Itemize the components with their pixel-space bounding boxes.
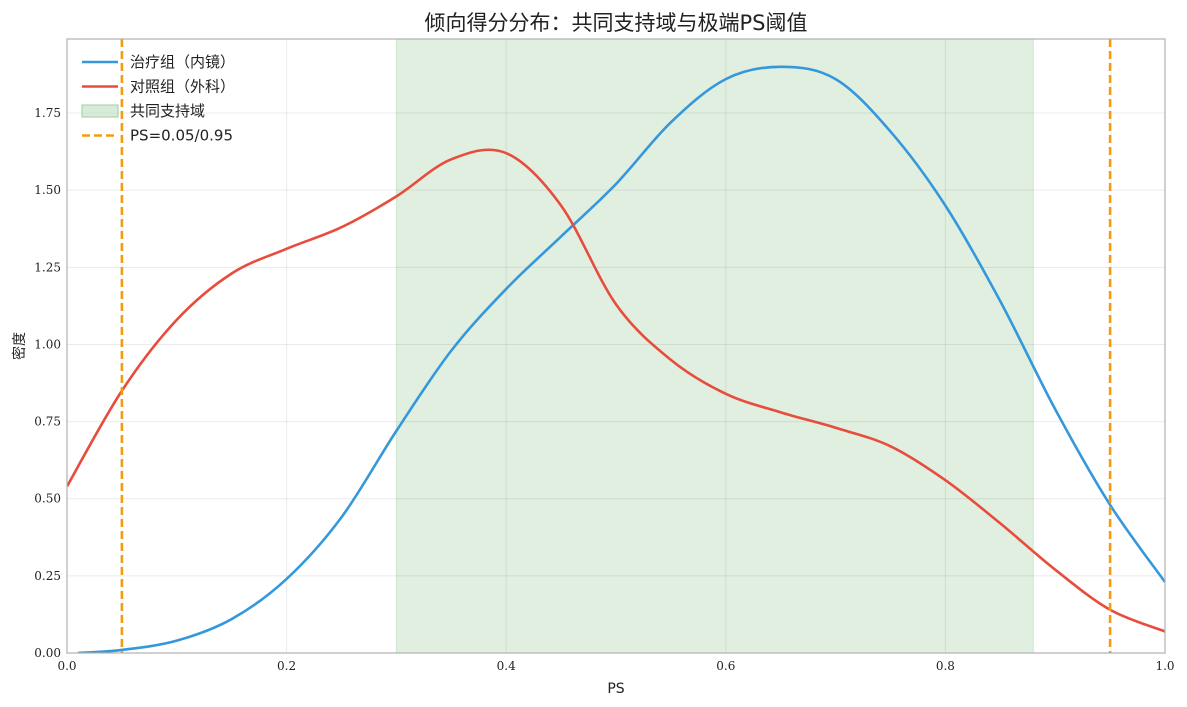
common-support-region [395,38,1034,654]
x-tick-label: 1.0 [1155,659,1174,673]
y-tick-label: 0.25 [34,569,61,583]
y-tick-label: 0.75 [34,415,61,429]
series-line-1 [77,65,1165,653]
y-tick-label: 0.50 [34,492,61,506]
series-line-2 [67,148,1165,633]
y-axis-title: 密度 [11,332,28,360]
x-tick-label: 0.2 [277,659,296,673]
y-tick-label: 1.75 [34,106,61,120]
legend-swatch [81,104,119,118]
y-tick-label: 1.00 [34,337,61,351]
chart-title: 倾向得分分布：共同支持域与极端PS阈值 [425,11,808,35]
y-tick-label: 1.50 [34,183,61,197]
legend-label: PS=0.05/0.95 [130,127,233,145]
x-axis-title: PS [607,681,624,697]
legend-item-threshold: PS=0.05/0.95 [82,127,233,145]
legend-item-control: 对照组（外科） [82,78,235,96]
legend-item-treatment: 治疗组（内镜） [82,53,235,71]
legend-label: 治疗组（内镜） [130,53,235,71]
x-tick-label: 0.8 [936,659,955,673]
legend: 治疗组（内镜） 对照组（外科） 共同支持域 PS=0.05/0.95 [81,53,235,145]
legend-item-common-support: 共同支持域 [81,102,205,120]
x-tick-label: 0.0 [57,659,76,673]
x-tick-label: 0.4 [497,659,516,673]
plot-frame [66,38,1166,654]
plot-area: 0.0 0.2 0.4 0.6 0.8 1.0 0.00 0.25 0.50 0.75 1.00 1.… [34,38,1175,673]
legend-label: 对照组（外科） [130,78,235,96]
x-tick-label: 0.6 [716,659,735,673]
legend-label: 共同支持域 [130,102,205,120]
y-tick-label: 0.00 [34,646,61,660]
y-tick-label: 1.25 [34,260,61,274]
